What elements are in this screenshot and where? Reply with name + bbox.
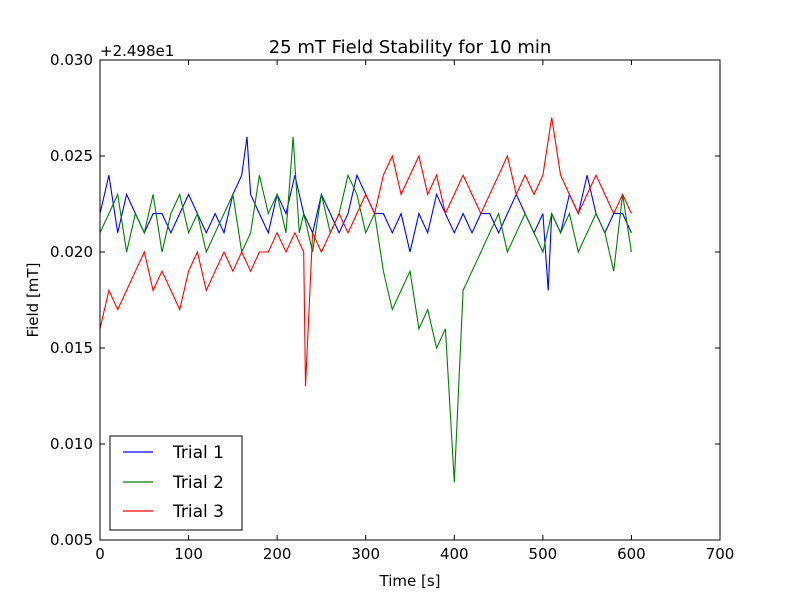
- x-tick-label: 600: [617, 545, 646, 563]
- x-axis-label: Time [s]: [379, 572, 441, 590]
- series-layer: [99, 117, 632, 483]
- x-tick-label: 300: [351, 545, 380, 563]
- legend-item-trial-3: Trial 3: [123, 502, 224, 522]
- y-offset-label: +2.498e1: [100, 42, 174, 60]
- x-tick-label: 500: [529, 545, 558, 563]
- legend: Trial 1 Trial 2 Trial 3: [109, 435, 243, 531]
- legend-label-trial-3: Trial 3: [172, 502, 224, 522]
- y-tick-label: 0.005: [50, 531, 93, 549]
- x-tick-label: 0: [95, 545, 105, 563]
- plot-frame: [99, 59, 721, 541]
- legend-label-trial-1: Trial 1: [172, 443, 224, 463]
- chart-title: 25 mT Field Stability for 10 min: [269, 37, 552, 58]
- legend-item-trial-2: Trial 2: [123, 473, 224, 493]
- x-tick-label: 200: [263, 545, 292, 563]
- y-tick-label: 0.020: [50, 243, 93, 261]
- series-line-trial-3: [99, 117, 632, 387]
- series-line-trial-2: [99, 136, 632, 483]
- y-tick-label: 0.010: [50, 435, 93, 453]
- y-axis-label: Field [mT]: [24, 263, 42, 338]
- y-tick-label: 0.030: [50, 51, 93, 69]
- y-tick-label: 0.025: [50, 147, 93, 165]
- y-tick-label: 0.015: [50, 339, 93, 357]
- legend-item-trial-1: Trial 1: [123, 443, 224, 463]
- legend-label-trial-2: Trial 2: [172, 473, 224, 493]
- x-tick-label: 100: [174, 545, 203, 563]
- x-tick-label: 700: [706, 545, 735, 563]
- x-tick-label: 400: [440, 545, 469, 563]
